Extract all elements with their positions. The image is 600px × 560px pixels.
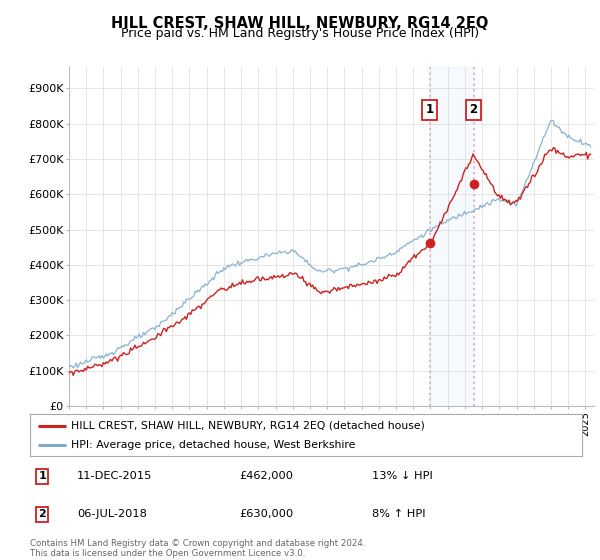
Text: 2: 2: [38, 509, 46, 519]
Text: £630,000: £630,000: [240, 509, 294, 519]
Text: HILL CREST, SHAW HILL, NEWBURY, RG14 2EQ (detached house): HILL CREST, SHAW HILL, NEWBURY, RG14 2EQ…: [71, 421, 425, 431]
Text: 13% ↓ HPI: 13% ↓ HPI: [372, 472, 433, 482]
Text: 06-JUL-2018: 06-JUL-2018: [77, 509, 147, 519]
Text: 8% ↑ HPI: 8% ↑ HPI: [372, 509, 426, 519]
Text: Price paid vs. HM Land Registry's House Price Index (HPI): Price paid vs. HM Land Registry's House …: [121, 27, 479, 40]
Text: 1: 1: [38, 472, 46, 482]
Text: £462,000: £462,000: [240, 472, 294, 482]
Text: HPI: Average price, detached house, West Berkshire: HPI: Average price, detached house, West…: [71, 440, 356, 450]
Text: 11-DEC-2015: 11-DEC-2015: [77, 472, 152, 482]
Text: Contains HM Land Registry data © Crown copyright and database right 2024.
This d: Contains HM Land Registry data © Crown c…: [30, 539, 365, 558]
Bar: [430, 67, 473, 406]
Text: HILL CREST, SHAW HILL, NEWBURY, RG14 2EQ: HILL CREST, SHAW HILL, NEWBURY, RG14 2EQ: [112, 16, 488, 31]
Text: 2: 2: [470, 103, 478, 116]
Text: 1: 1: [425, 103, 434, 116]
